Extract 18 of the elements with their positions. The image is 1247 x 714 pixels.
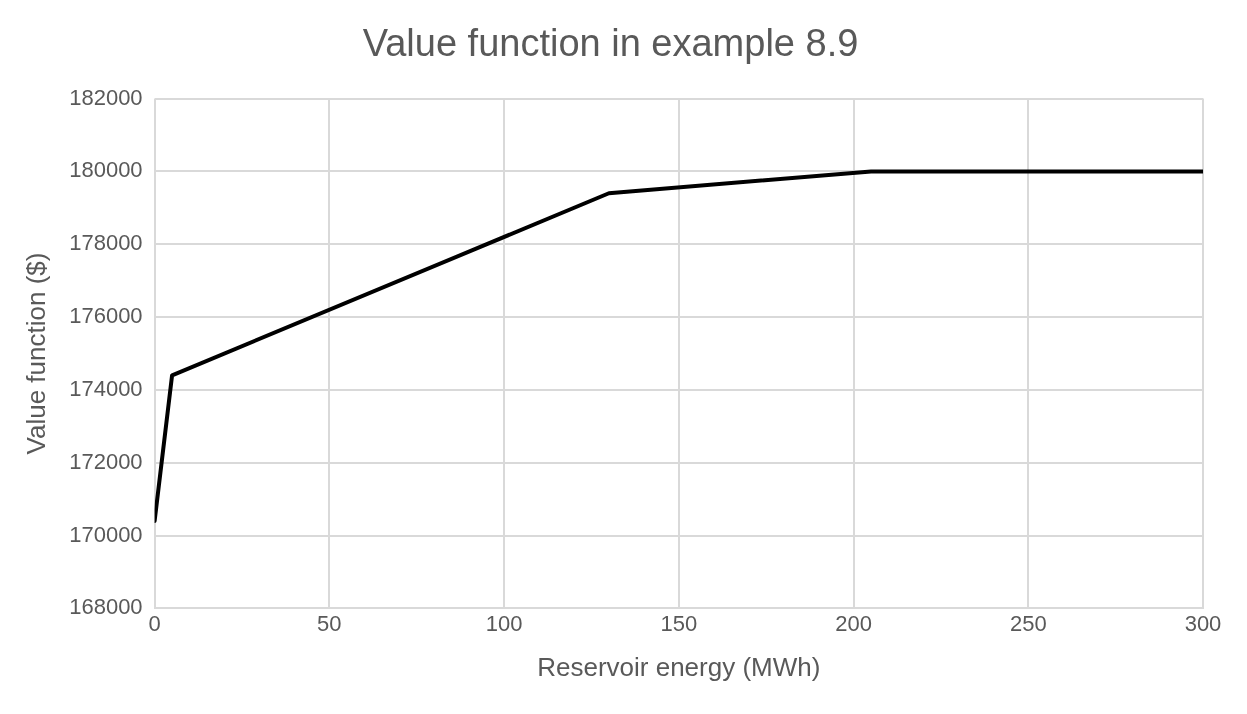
x-tick-label: 0 xyxy=(148,610,161,636)
y-tick-label: 168000 xyxy=(69,594,143,620)
x-tick-label: 150 xyxy=(660,610,698,636)
y-tick-label: 176000 xyxy=(69,303,143,329)
y-tick-label: 172000 xyxy=(69,448,143,474)
y-tick-label: 178000 xyxy=(69,230,143,256)
y-tick-label: 170000 xyxy=(69,521,143,547)
y-tick-label: 180000 xyxy=(69,157,143,183)
y-tick-label: 174000 xyxy=(69,375,143,401)
x-tick-label: 200 xyxy=(835,610,872,636)
x-tick-label: 100 xyxy=(485,610,523,636)
x-axis-title: Reservoir energy (MWh) xyxy=(537,651,821,682)
x-tick-label: 300 xyxy=(1184,610,1222,636)
y-axis-title: Value function ($) xyxy=(20,252,51,455)
x-tick-label: 50 xyxy=(317,610,342,636)
y-tick-label: 182000 xyxy=(69,84,143,110)
chart-title: Value function in example 8.9 xyxy=(362,22,859,65)
x-tick-label: 250 xyxy=(1009,610,1047,636)
